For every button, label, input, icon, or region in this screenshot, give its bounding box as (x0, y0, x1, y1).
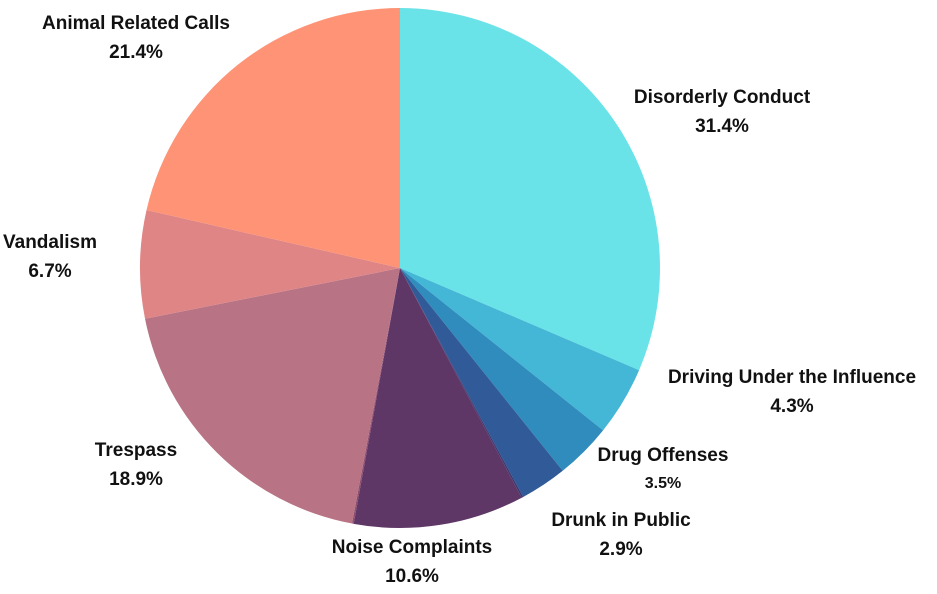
slice-value-driving-under-the-influence: 4.3% (770, 396, 813, 417)
pie-slice-noise-complaints (353, 268, 522, 528)
slice-value-animal-related-calls: 21.4% (109, 42, 163, 63)
slice-label-drunk-in-public: Drunk in Public (551, 510, 691, 531)
slice-value-vandalism: 6.7% (28, 261, 71, 282)
pie-slice-animal-related-calls (146, 7, 400, 268)
slice-labels: Disorderly Conduct 31.4% Driving Under the… (3, 13, 916, 587)
pie-slice-drunk-in-public (400, 268, 563, 497)
pie-slices (140, 7, 661, 528)
slice-label-trespass: Trespass (95, 440, 177, 461)
slice-value-drunk-in-public: 2.9% (599, 539, 642, 560)
slice-label-drug-offenses: Drug Offenses (598, 445, 729, 466)
slice-value-trespass: 18.9% (109, 469, 163, 490)
slice-label-noise-complaints: Noise Complaints (332, 537, 492, 558)
slice-label-animal-related-calls: Animal Related Calls (42, 13, 230, 34)
pie-slice-drug-offenses (400, 268, 604, 471)
pie-slice-trespass (145, 268, 400, 524)
slice-label-driving-under-the-influence: Driving Under the Influence (668, 367, 916, 388)
pie-slice-unlabeled-6 (352, 268, 400, 524)
pie-slice-driving-under-the-influence (400, 268, 640, 431)
pie-slice-unlabeled-4 (400, 268, 524, 498)
slice-label-vandalism: Vandalism (3, 232, 97, 253)
pie-slice-disorderly-conduct (400, 8, 661, 371)
slice-value-drug-offenses: 3.5% (645, 475, 681, 492)
slice-value-noise-complaints: 10.6% (385, 566, 439, 587)
slice-label-disorderly-conduct: Disorderly Conduct (634, 87, 811, 108)
slice-value-disorderly-conduct: 31.4% (695, 116, 749, 137)
pie-slice-vandalism (140, 210, 401, 319)
